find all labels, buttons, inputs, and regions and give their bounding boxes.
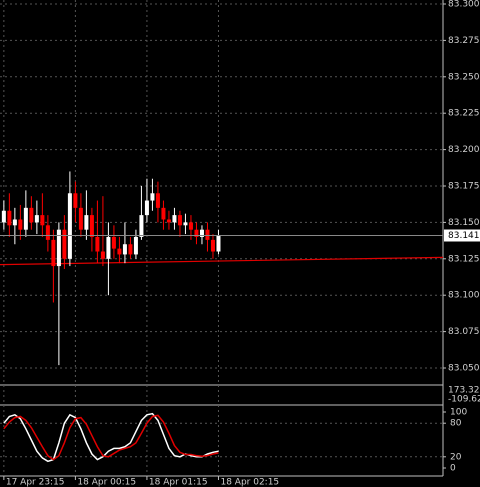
candle-body — [183, 222, 188, 226]
candle-body — [117, 248, 122, 255]
y-tick-label: 83.150 — [448, 218, 480, 228]
y-tick-label: 83.175 — [448, 182, 480, 192]
x-tick-label: 17 Apr 23:15 — [6, 478, 65, 487]
candle-body — [177, 215, 182, 226]
candle-body — [45, 225, 50, 240]
candle-body — [155, 193, 160, 208]
stochastic-line — [3, 414, 219, 461]
candle-body — [23, 207, 28, 230]
candle-body — [139, 215, 144, 237]
stochastic-line — [3, 412, 219, 463]
candle-body — [56, 229, 61, 267]
candle-body — [100, 251, 105, 259]
candle-body — [1, 210, 6, 223]
y-tick-label: 83.050 — [448, 364, 480, 374]
indicator-label: 173.326 — [448, 386, 480, 396]
candle-body — [194, 229, 199, 237]
candle-body — [128, 244, 133, 255]
candle-body — [29, 207, 34, 223]
candle-body — [95, 236, 100, 252]
y-tick-label: 20 — [450, 452, 462, 462]
candle-body — [67, 193, 72, 259]
x-tick-label: 18 Apr 02:15 — [220, 478, 279, 487]
candle-body — [144, 200, 149, 216]
candle-body — [89, 215, 94, 237]
candle-body — [12, 219, 17, 226]
candle-body — [84, 215, 89, 230]
indicator-label: -109.62 — [448, 395, 480, 405]
current-price-label: 83.141 — [448, 231, 480, 241]
candle-body — [106, 236, 111, 259]
y-tick-label: 83.300 — [448, 0, 480, 10]
candle-body — [7, 210, 12, 226]
candle-body — [166, 219, 171, 223]
y-tick-label: 0 — [450, 464, 456, 474]
candle-body — [122, 244, 127, 255]
y-tick-label: 83.225 — [448, 109, 480, 119]
candle-body — [199, 229, 204, 237]
candle-body — [111, 236, 116, 249]
x-tick-label: 18 Apr 00:15 — [77, 478, 136, 487]
candle-body — [18, 219, 23, 230]
y-tick-label: 83.100 — [448, 291, 480, 301]
candle-body — [62, 229, 67, 259]
candle-body — [161, 207, 166, 220]
y-tick-label: 83.075 — [448, 327, 480, 337]
candle-body — [216, 235, 221, 252]
candle-body — [205, 229, 210, 240]
candle-body — [40, 215, 45, 226]
y-tick-label: 83.125 — [448, 254, 480, 264]
candle-body — [51, 239, 56, 267]
y-tick-label: 83.200 — [448, 145, 480, 155]
candle-body — [133, 236, 138, 255]
candle-body — [172, 215, 177, 223]
candle-body — [73, 193, 78, 208]
y-tick-label: 83.275 — [448, 36, 480, 46]
candle-body — [34, 215, 39, 223]
y-tick-label: 83.250 — [448, 72, 480, 82]
trend-line — [0, 256, 444, 266]
y-tick-label: 80 — [450, 419, 462, 429]
candle-body — [150, 193, 155, 201]
candle-body — [210, 239, 215, 252]
x-tick-label: 18 Apr 01:15 — [149, 478, 208, 487]
candle-body — [78, 207, 83, 230]
y-tick-label: 100 — [450, 408, 467, 418]
candle-body — [188, 222, 193, 230]
current-price-box — [444, 229, 480, 242]
